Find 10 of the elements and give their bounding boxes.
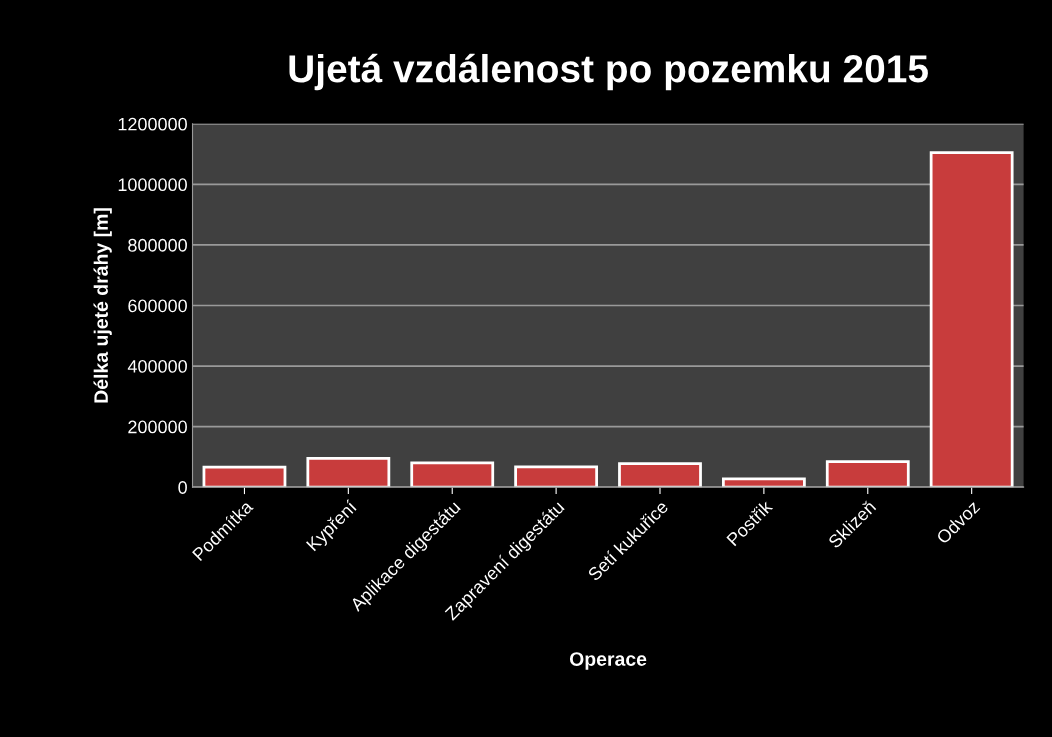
- y-tick-label: 400000: [127, 359, 187, 373]
- y-axis-title: Délka ujeté dráhy [m]: [93, 208, 112, 403]
- y-tick-label: 600000: [128, 299, 187, 313]
- y-tick-label: 1000000: [118, 178, 187, 192]
- y-tick-label: 200000: [128, 420, 187, 434]
- y-tick-label: 0: [178, 481, 187, 494]
- y-tick-label: 800000: [128, 238, 187, 252]
- chart-title: Ujetá vzdálenost po pozemku 2015: [289, 53, 928, 91]
- y-tick-label: 1200000: [118, 117, 187, 131]
- x-axis-title: Operace: [569, 652, 647, 670]
